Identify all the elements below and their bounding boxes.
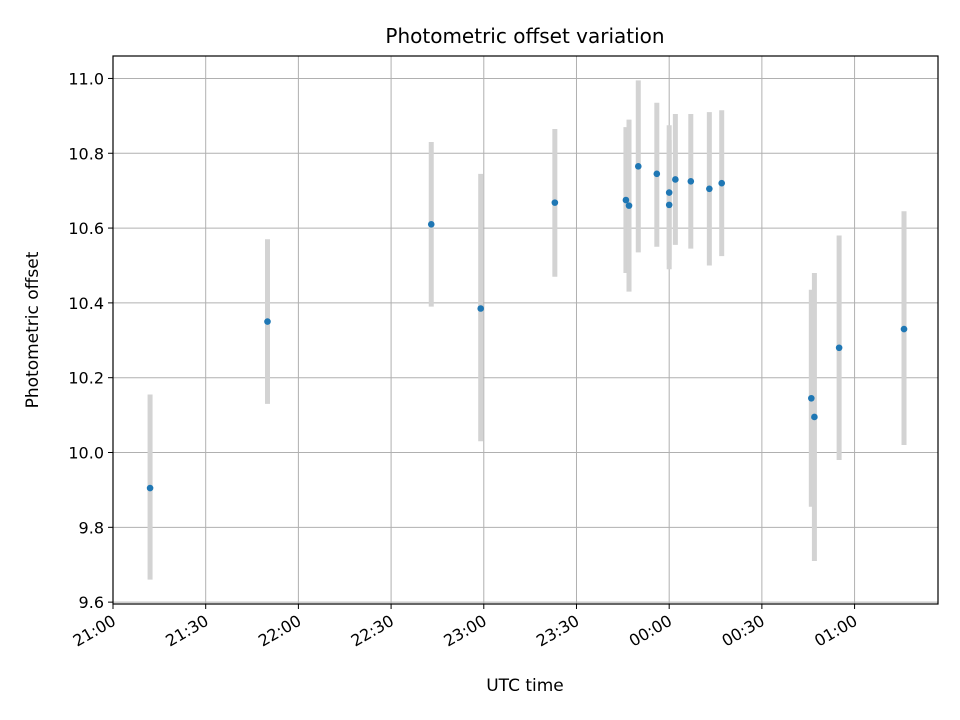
data-point bbox=[835, 344, 843, 352]
data-point bbox=[477, 305, 484, 312]
data-point bbox=[718, 179, 726, 187]
x-axis-label: UTC time bbox=[486, 676, 564, 696]
y-tick-label: 11.0 bbox=[68, 69, 104, 88]
data-point bbox=[808, 394, 815, 402]
data-point bbox=[427, 221, 435, 228]
data-point bbox=[672, 176, 679, 183]
y-tick-label: 10.8 bbox=[68, 144, 104, 163]
data-point bbox=[622, 196, 630, 204]
data-point bbox=[665, 189, 673, 196]
plot-frame bbox=[112, 55, 939, 605]
data-point bbox=[811, 413, 818, 421]
y-axis-label: Photometric offset bbox=[23, 251, 43, 408]
data-point bbox=[551, 199, 559, 206]
data-point bbox=[653, 170, 661, 178]
data-point bbox=[625, 202, 633, 209]
data-point bbox=[706, 185, 713, 193]
y-axis: 9.6 9.8 10.0 10.2 10.4 10.6 10.8 11.0 bbox=[68, 69, 113, 612]
data-point bbox=[665, 201, 673, 209]
data-point bbox=[264, 318, 271, 325]
grid bbox=[112, 56, 938, 604]
y-tick-label: 10.4 bbox=[68, 294, 104, 313]
y-tick-label: 9.8 bbox=[79, 518, 104, 537]
data-point bbox=[900, 325, 908, 333]
data-point bbox=[634, 163, 642, 170]
data-point bbox=[687, 178, 695, 185]
y-tick-label: 10.6 bbox=[68, 219, 104, 238]
y-tick-label: 10.0 bbox=[68, 444, 104, 463]
data-point bbox=[146, 484, 154, 492]
y-tick-label: 9.6 bbox=[79, 593, 104, 612]
data-points bbox=[146, 163, 908, 492]
chart-title: Photometric offset variation bbox=[385, 24, 664, 48]
y-tick-label: 10.2 bbox=[68, 369, 104, 388]
